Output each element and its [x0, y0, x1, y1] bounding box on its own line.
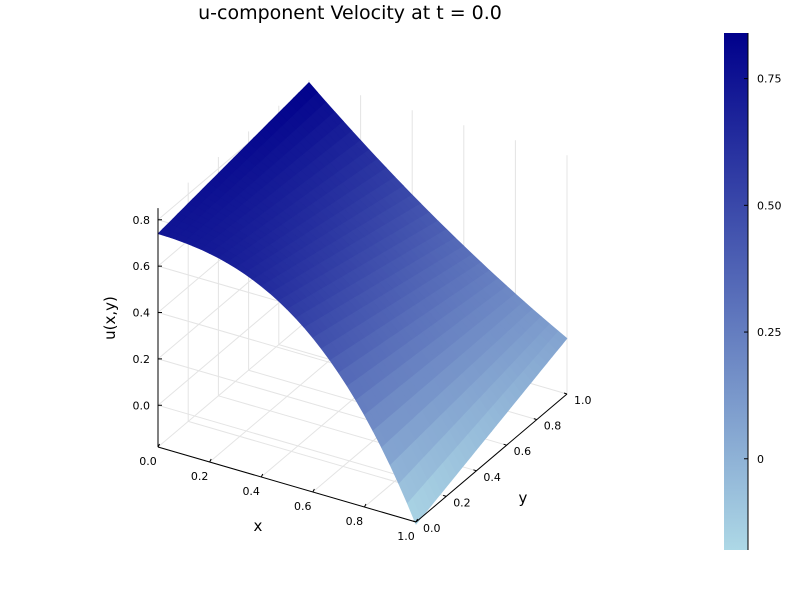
x-axis-line [157, 446, 417, 523]
x-tick-mark [363, 503, 367, 508]
z-tick-label: 0.4 [133, 307, 151, 320]
grid-line-y [187, 182, 447, 497]
x-tick-label: 0.2 [191, 470, 209, 483]
x-tick-mark [157, 443, 161, 448]
y-tick-mark [503, 443, 507, 446]
y-tick-label: 0.2 [453, 496, 471, 509]
x-tick-label: 0.8 [346, 515, 364, 528]
colorbar-gradient [724, 33, 748, 550]
y-tick-label: 0.4 [483, 471, 501, 484]
y-tick-label: 0.6 [514, 445, 532, 458]
colorbar-tick-label: 0.25 [757, 326, 782, 339]
axes [157, 208, 568, 523]
x-tick-mark [260, 473, 264, 478]
tick-labels: 0.0 0.2 0.4 0.6 0.8 1.0 0.0 0.2 0.4 0.6 0.8 1.0 0.0 0… [133, 214, 592, 543]
y-tick-mark [473, 469, 477, 472]
colorbar-tick-label: 0 [757, 453, 764, 466]
z-tick-label: 0.0 [133, 399, 151, 412]
x-tick-mark [415, 518, 419, 523]
y-tick-mark [443, 494, 447, 497]
y-tick-label: 0.0 [423, 522, 441, 535]
colorbar-tick-label: 0.75 [757, 73, 782, 86]
y-tick-mark [533, 418, 537, 421]
colorbar: 0 0.25 0.50 0.75 [724, 33, 782, 550]
z-axis-label: u(x,y) [101, 296, 119, 340]
x-tick-mark [209, 458, 212, 463]
surface [157, 82, 568, 525]
colorbar-ticks: 0 0.25 0.50 0.75 [744, 73, 782, 466]
y-tick-label: 0.8 [544, 420, 562, 433]
x-tick-mark [312, 488, 315, 493]
y-axis-label: y [519, 489, 528, 507]
z-tick-label: 0.2 [133, 353, 151, 366]
x-tick-label: 0.6 [294, 500, 312, 513]
z-tick-label: 0.6 [133, 260, 151, 273]
y-tick-mark [412, 520, 417, 523]
x-tick-label: 0.4 [242, 485, 260, 498]
y-tick-mark [563, 392, 568, 395]
chart-title: u-component Velocity at t = 0.0 [198, 2, 502, 24]
x-axis-label: x [254, 517, 263, 535]
y-tick-label: 1.0 [574, 394, 592, 407]
x-tick-label: 0.0 [139, 455, 157, 468]
colorbar-tick-label: 0.50 [757, 199, 782, 212]
y-axis-line [415, 393, 568, 523]
x-tick-label: 1.0 [397, 530, 415, 543]
z-tick-label: 0.8 [133, 214, 151, 227]
